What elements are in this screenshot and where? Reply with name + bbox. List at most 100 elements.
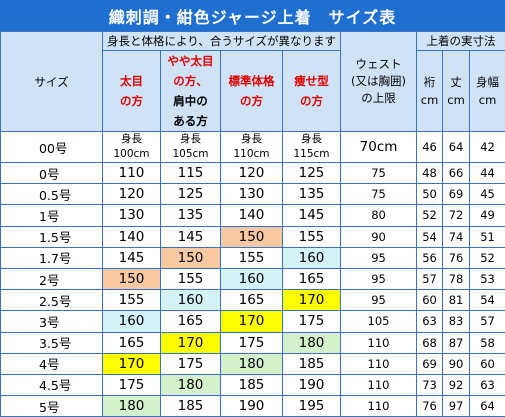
- waist-cell: 80: [341, 205, 417, 226]
- height-cell: 175: [283, 311, 341, 332]
- height-cell: 160: [283, 247, 341, 268]
- measure-cell: 51: [470, 226, 505, 247]
- size-cell: 1号: [1, 205, 103, 226]
- waist-cell: 105: [341, 311, 417, 332]
- measure-cell: 57: [470, 311, 505, 332]
- height-cell: 160: [161, 290, 221, 311]
- height-cell: 135: [283, 184, 341, 205]
- header-build-2: やや太目 の方、肩中の ある方: [161, 51, 221, 132]
- size-cell: 5号: [1, 396, 103, 417]
- height-cell: 170: [103, 353, 161, 374]
- measure-cell: 78: [443, 268, 470, 289]
- height-cell: 110: [103, 163, 161, 184]
- measure-cell: 48: [417, 163, 443, 184]
- height-cell: 160: [103, 311, 161, 332]
- height-cell: 175: [221, 332, 283, 353]
- measure-cell: 53: [470, 268, 505, 289]
- height-cell: 180: [103, 396, 161, 417]
- size-cell: 00号: [1, 132, 103, 163]
- height-cell: 185: [283, 353, 341, 374]
- measure-cell: 74: [443, 226, 470, 247]
- measure-cell: 54: [470, 290, 505, 311]
- height-cell: 190: [283, 374, 341, 395]
- height-cell: 185: [161, 396, 221, 417]
- size-cell: 3.5号: [1, 332, 103, 353]
- height-cell: 115: [161, 163, 221, 184]
- waist-cell: 75: [341, 163, 417, 184]
- height-cell: 140: [221, 205, 283, 226]
- header-build-3: 標準体格 の方: [221, 51, 283, 132]
- height-cell: 180: [221, 353, 283, 374]
- measure-cell: 52: [417, 205, 443, 226]
- measure-cell: 45: [470, 184, 505, 205]
- measure-cell: 57: [417, 268, 443, 289]
- measure-cell: 68: [417, 332, 443, 353]
- waist-cell: 95: [341, 290, 417, 311]
- height-cell: 身長 110cm: [221, 132, 283, 163]
- measure-cell: 54: [417, 226, 443, 247]
- measure-cell: 42: [470, 132, 505, 163]
- height-cell: 155: [103, 290, 161, 311]
- chart-title: 織刺調・紺色ジャージ上着 サイズ表: [0, 0, 505, 31]
- height-cell: 185: [221, 374, 283, 395]
- height-cell: 160: [221, 268, 283, 289]
- waist-cell: 75: [341, 184, 417, 205]
- measure-cell: 87: [443, 332, 470, 353]
- measure-cell: 46: [417, 132, 443, 163]
- size-cell: 2.5号: [1, 290, 103, 311]
- waist-cell: 110: [341, 374, 417, 395]
- height-cell: 165: [283, 268, 341, 289]
- measure-cell: 69: [417, 353, 443, 374]
- measure-cell: 83: [443, 311, 470, 332]
- measure-cell: 97: [443, 396, 470, 417]
- measure-cell: 58: [470, 332, 505, 353]
- height-cell: 130: [221, 184, 283, 205]
- height-cell: 150: [161, 247, 221, 268]
- height-cell: 170: [161, 332, 221, 353]
- measure-cell: 72: [443, 205, 470, 226]
- waist-cell: 110: [341, 396, 417, 417]
- waist-cell: 110: [341, 353, 417, 374]
- height-cell: 身長 105cm: [161, 132, 221, 163]
- header-height-build: 身長と体格により、合うサイズが異なります: [103, 32, 341, 51]
- height-cell: 170: [221, 311, 283, 332]
- height-cell: 165: [221, 290, 283, 311]
- measure-cell: 44: [470, 163, 505, 184]
- measure-cell: 73: [417, 374, 443, 395]
- header-actual: 上着の実寸法: [417, 32, 505, 51]
- header-size: サイズ: [1, 32, 103, 132]
- measure-cell: 81: [443, 290, 470, 311]
- height-cell: 140: [103, 226, 161, 247]
- waist-cell: 95: [341, 247, 417, 268]
- height-cell: 155: [221, 247, 283, 268]
- height-cell: 身長 100cm: [103, 132, 161, 163]
- height-cell: 身長 115cm: [283, 132, 341, 163]
- height-cell: 135: [161, 205, 221, 226]
- measure-cell: 60: [470, 353, 505, 374]
- height-cell: 155: [161, 268, 221, 289]
- height-cell: 180: [283, 332, 341, 353]
- height-cell: 145: [283, 205, 341, 226]
- size-cell: 0.5号: [1, 184, 103, 205]
- header-build-1: 太目 の方: [103, 51, 161, 132]
- measure-cell: 66: [443, 163, 470, 184]
- measure-cell: 64: [470, 396, 505, 417]
- height-cell: 125: [283, 163, 341, 184]
- header-build-4: 痩せ型 の方: [283, 51, 341, 132]
- size-cell: 3号: [1, 311, 103, 332]
- waist-cell: 110: [341, 332, 417, 353]
- measure-cell: 76: [443, 247, 470, 268]
- height-cell: 150: [221, 226, 283, 247]
- height-cell: 170: [283, 290, 341, 311]
- header-length: 丈 cm: [443, 51, 470, 132]
- height-cell: 175: [103, 374, 161, 395]
- height-cell: 130: [103, 205, 161, 226]
